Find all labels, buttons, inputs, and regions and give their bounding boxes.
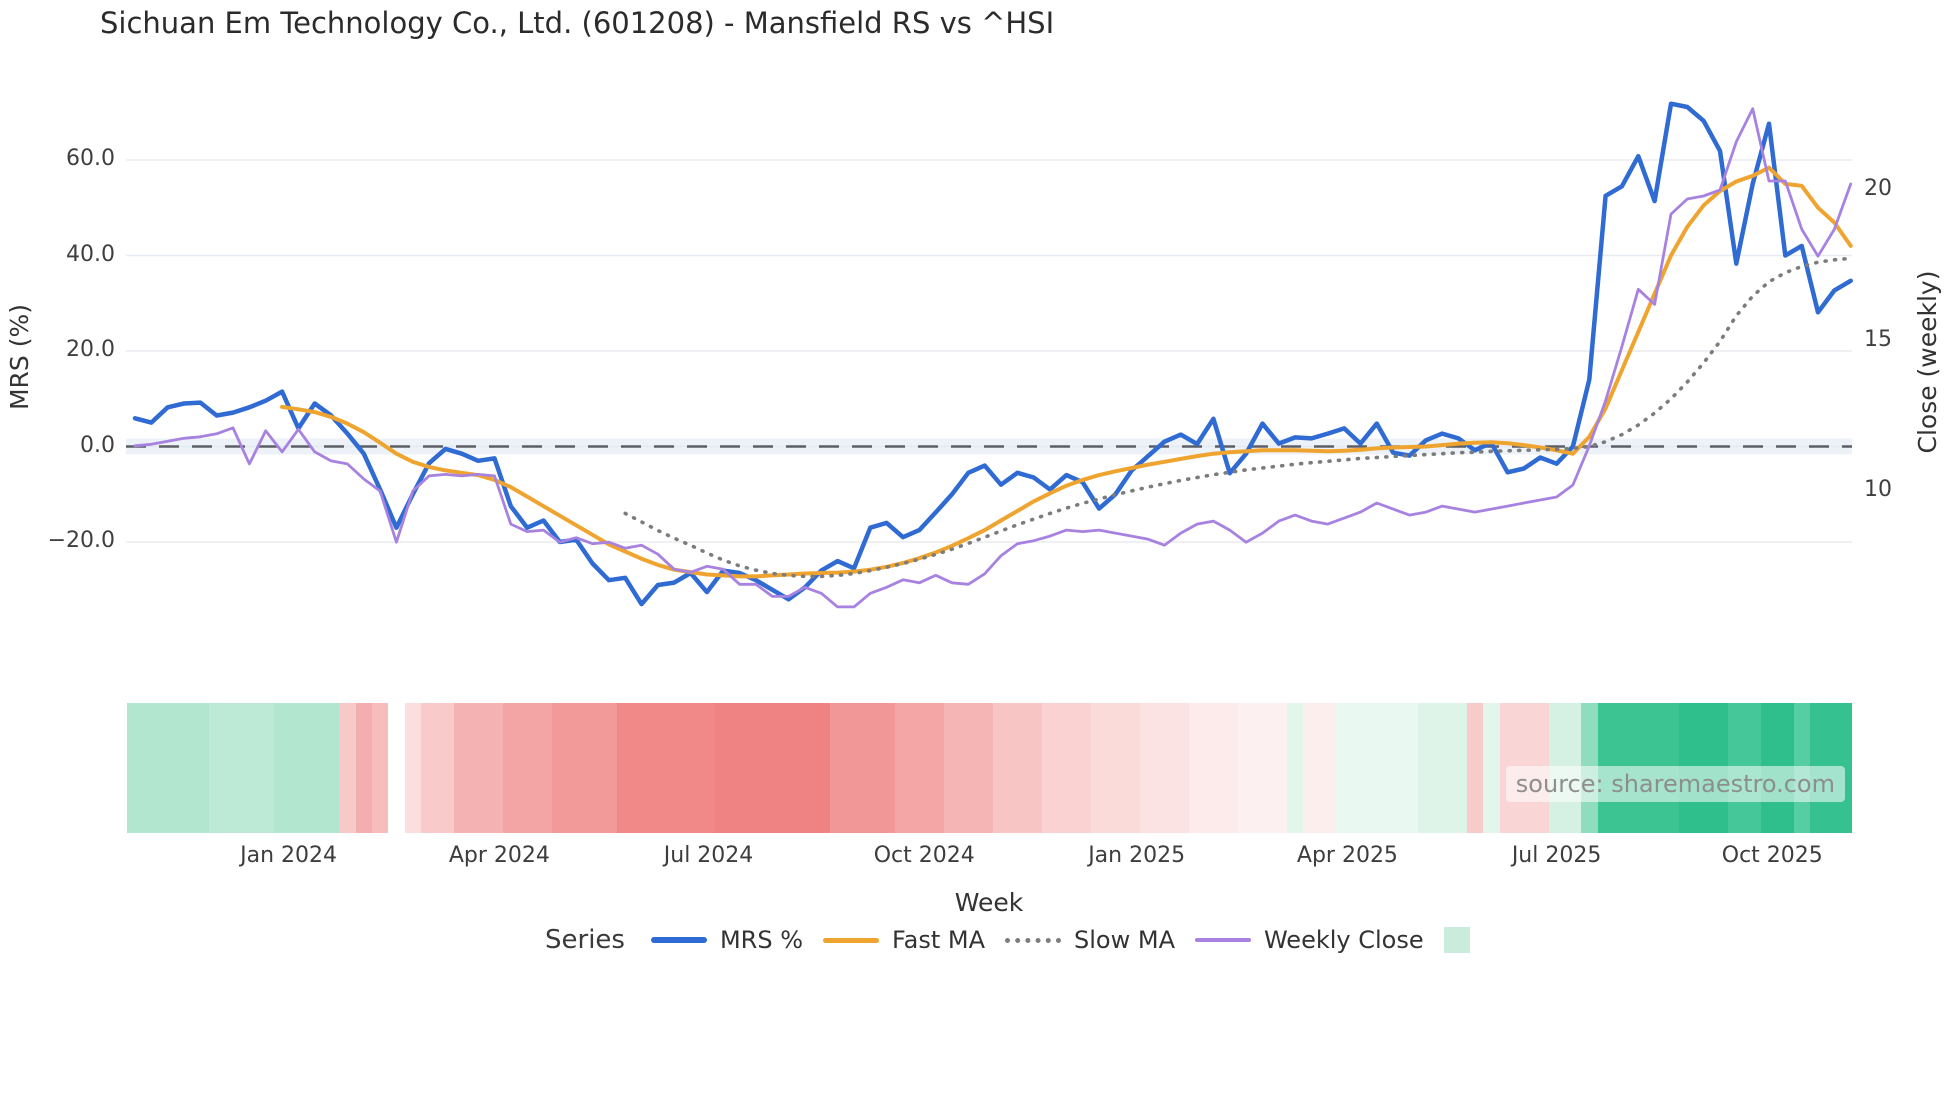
heatmap-cell (1466, 703, 1484, 833)
x-axis-tick-label: Apr 2024 (448, 843, 550, 868)
legend-item-mrs-: MRS % (650, 926, 804, 954)
legend-item-label: Slow MA (1074, 926, 1175, 954)
heatmap-cell (1287, 703, 1304, 833)
line-swatch-icon (650, 937, 707, 943)
series-path-weekly-close (133, 107, 1853, 609)
square-swatch-icon (1443, 927, 1470, 953)
heatmap-cell (1303, 703, 1337, 833)
heatmap-cell (208, 703, 275, 833)
heatmap-cell (993, 703, 1043, 833)
x-axis-tick-label: Jan 2024 (240, 843, 338, 868)
chart-title: Sichuan Em Technology Co., Ltd. (601208)… (100, 6, 1055, 40)
heatmap-cell (617, 703, 716, 833)
heatmap-cell (894, 703, 945, 833)
heatmap-cell (1336, 703, 1419, 833)
heatmap-cell (1238, 703, 1288, 833)
legend: Series MRS % Fast MA Slow MA Weekly Close (545, 920, 1470, 960)
series-path-mrs- (132, 101, 1853, 607)
heatmap-cell (372, 703, 389, 833)
heatmap-cell (1140, 703, 1190, 833)
line-swatch-icon (1194, 938, 1251, 942)
heatmap-cell (1189, 703, 1239, 833)
y-axis-right-tick-label: 15 (1864, 326, 1892, 352)
heatmap-cell (1091, 703, 1141, 833)
heatmap-cell (127, 703, 210, 833)
x-axis-tick-label: Oct 2024 (873, 843, 975, 868)
heatmap-cell (715, 703, 831, 833)
y-axis-left-tick-label: 20.0 (66, 337, 115, 362)
y-axis-left-tick-label: 40.0 (66, 241, 115, 267)
x-axis-title: Week (954, 888, 1024, 917)
source-note: source: sharemaestro.com (1505, 766, 1845, 802)
heatmap-cell (829, 703, 896, 833)
heatmap-cell (502, 703, 553, 833)
line-swatch-icon (823, 937, 880, 943)
y-axis-right-tick-label: 10 (1864, 477, 1892, 502)
heatmap-cell (274, 703, 340, 833)
dotted-swatch-icon (1005, 937, 1062, 943)
y-axis-left-title: MRS (%) (5, 303, 34, 411)
legend-title: Series (545, 925, 625, 955)
legend-item-weekly-close: Weekly Close (1194, 926, 1424, 954)
x-axis-tick-label: Jul 2024 (663, 843, 754, 868)
legend-item-slow-ma: Slow MA (1005, 926, 1175, 954)
y-axis-left-tick-label: 0.0 (80, 432, 115, 458)
y-axis-right-tick-label: 20 (1864, 176, 1892, 201)
x-axis-tick-label: Jul 2025 (1511, 843, 1602, 868)
legend-item-heatmap (1443, 927, 1470, 953)
heatmap-cell (1417, 703, 1468, 833)
series-path-fast-ma (280, 165, 1853, 579)
x-axis-tick-label: Apr 2025 (1296, 843, 1398, 868)
heatmap-cell (339, 703, 357, 833)
y-axis-right-title: Close (weekly) (1913, 270, 1942, 454)
legend-item-fast-ma: Fast MA (823, 926, 985, 954)
heatmap-cell (404, 703, 422, 833)
series-path-slow-ma (623, 256, 1853, 579)
heatmap-cell (1042, 703, 1092, 833)
x-axis-tick-label: Oct 2025 (1721, 843, 1823, 868)
heatmap-cell (355, 703, 373, 833)
zero-band (126, 438, 1852, 455)
heatmap-cell (944, 703, 994, 833)
legend-item-label: MRS % (719, 926, 804, 954)
heatmap-cell (421, 703, 455, 833)
heatmap-cell (388, 703, 406, 833)
heatmap-cell (1483, 703, 1501, 833)
x-axis-tick-label: Jan 2025 (1088, 843, 1186, 868)
legend-item-label: Weekly Close (1263, 926, 1424, 954)
y-axis-left-tick-label: 60.0 (66, 146, 115, 171)
heatmap-cell (453, 703, 504, 833)
legend-item-label: Fast MA (892, 926, 986, 954)
heatmap-cell (551, 703, 618, 833)
y-axis-left-tick-label: −20.0 (47, 528, 115, 553)
